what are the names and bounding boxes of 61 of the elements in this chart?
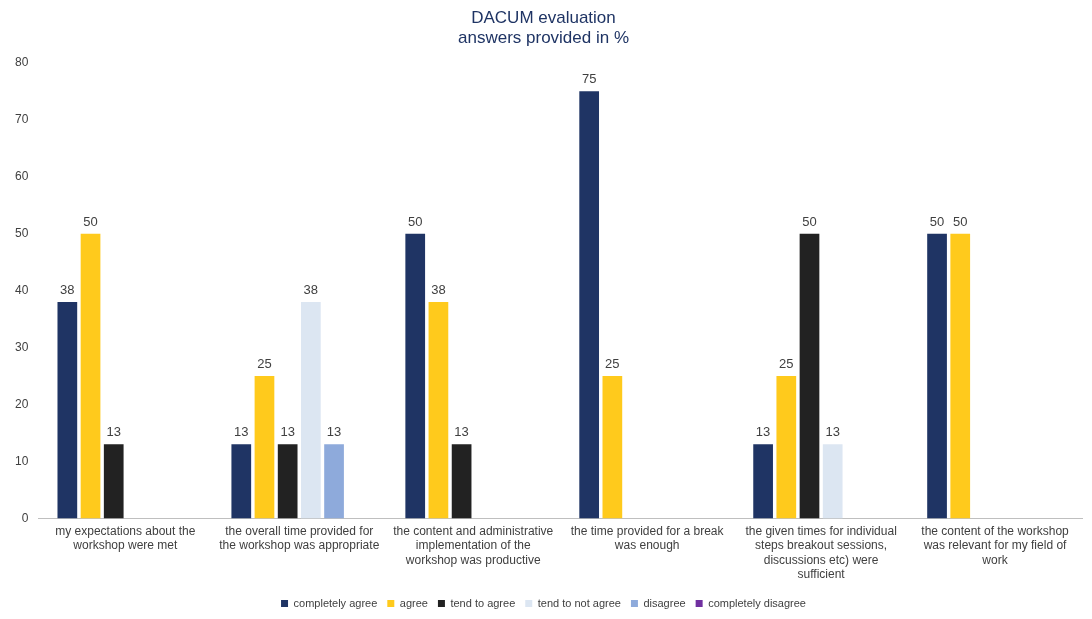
x-tick-label: the given times for individual steps breakout sessions, discussions etc) were sufficient bbox=[745, 523, 897, 582]
data-label: 50 bbox=[929, 213, 945, 229]
y-tick-label: 40 bbox=[14, 282, 29, 297]
data-label: 13 bbox=[234, 424, 249, 440]
legend-label: completely disagree bbox=[708, 596, 806, 609]
bar bbox=[776, 376, 797, 519]
data-label: 75 bbox=[581, 71, 597, 87]
chart-title: DACUM evaluation bbox=[471, 7, 616, 27]
y-tick-label: 80 bbox=[14, 55, 29, 70]
data-label: 50 bbox=[83, 213, 98, 229]
bar bbox=[405, 233, 426, 519]
data-label: 50 bbox=[953, 213, 968, 229]
legend-label: tend to agree bbox=[450, 596, 516, 609]
y-tick-label: 50 bbox=[14, 225, 29, 240]
bar bbox=[579, 91, 600, 519]
bar bbox=[753, 444, 773, 519]
y-tick-label: 0 bbox=[21, 510, 29, 525]
legend-label: disagree bbox=[643, 596, 686, 609]
x-tick-label: the overall time provided for the workshop was appropriate bbox=[219, 523, 380, 553]
bar bbox=[822, 444, 843, 519]
bar bbox=[428, 301, 449, 519]
data-label: 38 bbox=[431, 282, 446, 298]
x-tick-label: my expectations about the workshop were met bbox=[55, 523, 196, 553]
data-label: 25 bbox=[605, 356, 620, 372]
x-tick-label: the content of the workshop was relevant for my field of work bbox=[921, 523, 1070, 567]
data-label: 25 bbox=[779, 356, 794, 372]
data-label: 50 bbox=[802, 213, 817, 229]
data-label: 13 bbox=[755, 424, 771, 440]
x-tick-label: the time provided for a break was enough bbox=[570, 523, 725, 553]
y-tick-label: 20 bbox=[14, 396, 29, 411]
data-label: 38 bbox=[60, 282, 75, 298]
data-label: 38 bbox=[303, 282, 319, 298]
data-label: 13 bbox=[825, 424, 840, 440]
chart-subtitle: answers provided in % bbox=[457, 28, 630, 48]
x-tick-label: the content and administrative implementation of the workshop was productive bbox=[393, 523, 554, 567]
bar bbox=[451, 444, 472, 519]
bar bbox=[277, 444, 298, 519]
data-label: 13 bbox=[280, 424, 295, 440]
data-label: 25 bbox=[257, 356, 272, 372]
bar bbox=[103, 444, 124, 519]
bar bbox=[231, 444, 252, 519]
bar bbox=[324, 444, 344, 519]
bar bbox=[950, 233, 971, 519]
data-label: 13 bbox=[454, 424, 469, 440]
bar bbox=[927, 233, 947, 519]
bar bbox=[602, 376, 623, 519]
legend-label: tend to not agree bbox=[537, 596, 621, 609]
data-label: 50 bbox=[407, 213, 423, 229]
bar bbox=[57, 301, 78, 519]
bar bbox=[799, 233, 820, 519]
legend-label: completely agree bbox=[293, 596, 378, 609]
legend-label: agree bbox=[399, 596, 428, 609]
y-tick-label: 10 bbox=[14, 453, 29, 468]
bar bbox=[254, 376, 275, 519]
data-label: 13 bbox=[106, 424, 121, 440]
y-tick-label: 60 bbox=[14, 169, 29, 184]
bar bbox=[80, 233, 101, 519]
data-label: 13 bbox=[326, 424, 342, 440]
y-tick-label: 70 bbox=[14, 112, 29, 127]
bar bbox=[301, 301, 321, 519]
y-tick-label: 30 bbox=[14, 339, 29, 354]
